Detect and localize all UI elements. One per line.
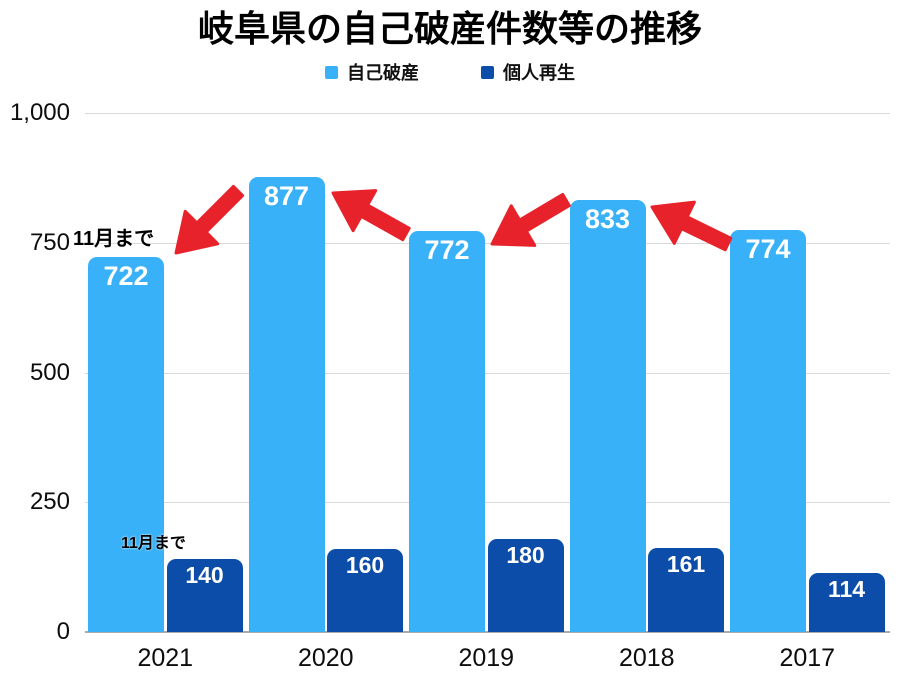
y-tick-label-250: 250 [29, 488, 70, 516]
bar-kojinsaisei-2017: 114 [808, 572, 885, 632]
light-blue-square-icon [325, 65, 338, 79]
x-tick-2021: 2021 [137, 644, 194, 672]
red-arrow-2 [331, 189, 411, 242]
bar-kojinsaisei-2018: 161 [648, 548, 724, 632]
bar-kojinsaisei-2019: 180 [487, 538, 564, 632]
annotation-november-note-1: 11月まで [73, 228, 155, 250]
bar-value-label: 833 [584, 203, 631, 234]
y-tick-label-750: 750 [29, 228, 70, 256]
bar-jikohasan-2018: 833 [569, 199, 646, 632]
bar-kojinsaisei-2021: 140 [166, 559, 243, 632]
y-tick-label-500: 500 [29, 358, 70, 386]
annotation-november-note-2: 11月まで [121, 535, 186, 552]
y-tick-label-0: 0 [56, 618, 70, 645]
x-tick-2018: 2018 [618, 644, 675, 672]
red-arrow-3 [490, 192, 571, 247]
y-tick-label-1000: 1,000 [9, 99, 70, 126]
bar-value-label: 722 [103, 261, 149, 292]
bar-value-label: 161 [666, 551, 706, 578]
bar-jikohasan-2021: 722 [88, 257, 164, 632]
legend-label-kojinsaisei: 個人再生 [503, 63, 575, 83]
x-axis-line [85, 631, 890, 633]
bar-value-label: 140 [185, 562, 224, 589]
gridline-1000 [85, 113, 890, 114]
chart-title: 岐阜県の自己破産件数等の推移 [197, 8, 702, 49]
gridline-500 [85, 372, 890, 374]
bar-value-label: 160 [345, 551, 385, 578]
x-tick-2017: 2017 [779, 644, 836, 672]
bar-value-label: 772 [424, 235, 470, 266]
bar-jikohasan-2017: 774 [730, 230, 806, 632]
legend-label-jikohasan: 自己破産 [347, 63, 419, 83]
bar-jikohasan-2019: 772 [409, 231, 485, 632]
gridline-750 [85, 242, 890, 244]
bar-value-label: 114 [827, 575, 866, 602]
legend-item-kojinsaisei: 個人再生 [481, 59, 575, 85]
legend: 自己破産 個人再生 [0, 59, 900, 85]
dark-blue-square-icon [481, 65, 494, 79]
bar-value-label: 877 [263, 180, 310, 211]
x-tick-2019: 2019 [458, 644, 515, 672]
x-tick-2020: 2020 [297, 644, 354, 672]
bar-jikohasan-2020: 877 [248, 176, 325, 632]
legend-item-jikohasan: 自己破産 [325, 59, 419, 85]
gridline-250 [85, 502, 890, 504]
bar-value-label: 774 [745, 234, 791, 265]
bar-value-label: 180 [506, 541, 545, 568]
bar-kojinsaisei-2020: 160 [327, 548, 403, 632]
